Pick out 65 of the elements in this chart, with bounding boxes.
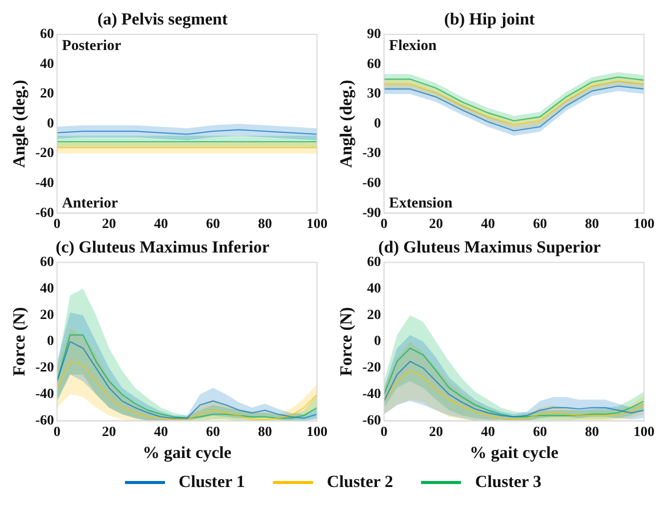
- x-tick-label: 100: [634, 217, 654, 232]
- chart-title: (b) Hip joint: [444, 10, 536, 29]
- y-axis-title: Angle (deg.): [336, 80, 356, 168]
- y-tick-label: 0: [47, 334, 54, 350]
- y-tick-label: 20: [40, 86, 54, 102]
- y-tick-label: -30: [362, 146, 382, 162]
- y-axis-title: Force (N): [10, 307, 29, 376]
- annotation: Anterior: [62, 196, 118, 212]
- x-tick-label: 40: [481, 217, 496, 232]
- x-tick-label: 60: [533, 424, 548, 440]
- x-tick-label: 40: [481, 424, 496, 440]
- y-tick-label: -40: [35, 176, 54, 192]
- y-tick-label: -60: [362, 413, 382, 428]
- legend-label: Cluster 1: [178, 472, 245, 492]
- y-tick-label: 60: [40, 27, 54, 42]
- x-tick-label: 60: [206, 424, 220, 440]
- annotation: Posterior: [62, 38, 122, 54]
- x-axis-title: % gait cycle: [470, 443, 559, 462]
- x-tick-label: 60: [533, 217, 548, 232]
- x-tick-label: 60: [206, 217, 220, 232]
- y-axis-title: Angle (deg.): [10, 80, 29, 168]
- chart-title: (c) Gluteus Maximus Inferior: [56, 238, 270, 257]
- y-tick-label: -20: [35, 146, 54, 162]
- y-tick-label: 60: [367, 56, 382, 72]
- y-tick-label: 40: [367, 281, 382, 296]
- x-tick-label: 80: [585, 424, 600, 440]
- y-tick-label: 0: [47, 116, 54, 132]
- x-tick-label: 100: [306, 424, 328, 440]
- x-tick-label: 40: [154, 217, 168, 232]
- x-tick-label: 20: [102, 217, 116, 232]
- x-tick-label: 20: [429, 217, 444, 232]
- y-tick-label: -20: [35, 360, 54, 376]
- chart-title: (d) Gluteus Maximus Superior: [378, 238, 602, 257]
- x-tick-label: 80: [585, 217, 600, 232]
- y-tick-label: 0: [374, 334, 382, 350]
- y-axis-title: Force (N): [336, 307, 356, 376]
- chart-title: (a) Pelvis segment: [97, 10, 228, 29]
- y-tick-label: -20: [362, 360, 382, 376]
- y-tick-label: 40: [40, 281, 54, 296]
- annotation: Flexion: [389, 38, 438, 54]
- y-tick-label: -60: [362, 176, 382, 192]
- y-tick-label: -60: [35, 206, 54, 221]
- y-tick-label: 60: [40, 255, 54, 270]
- y-tick-label: 20: [40, 308, 54, 323]
- y-tick-label: -40: [35, 387, 54, 402]
- x-tick-label: 80: [258, 217, 272, 232]
- x-tick-label: 40: [154, 424, 168, 440]
- x-tick-label: 100: [634, 424, 654, 440]
- y-tick-label: 40: [40, 56, 54, 72]
- y-tick-label: 90: [367, 27, 382, 42]
- y-tick-label: -60: [35, 413, 54, 428]
- y-tick-label: -40: [362, 387, 382, 402]
- x-tick-label: 20: [102, 424, 116, 440]
- y-tick-label: -90: [362, 206, 382, 221]
- x-tick-label: 80: [258, 424, 272, 440]
- annotation: Extension: [389, 196, 454, 212]
- y-tick-label: 20: [367, 308, 382, 323]
- legend-label: Cluster 3: [475, 472, 542, 492]
- y-tick-label: 60: [367, 255, 382, 270]
- y-tick-label: 30: [367, 86, 382, 102]
- x-axis-title: % gait cycle: [142, 443, 232, 462]
- x-tick-label: 100: [306, 217, 328, 232]
- x-tick-label: 20: [429, 424, 444, 440]
- y-tick-label: 0: [374, 116, 382, 132]
- legend-label: Cluster 2: [326, 472, 394, 492]
